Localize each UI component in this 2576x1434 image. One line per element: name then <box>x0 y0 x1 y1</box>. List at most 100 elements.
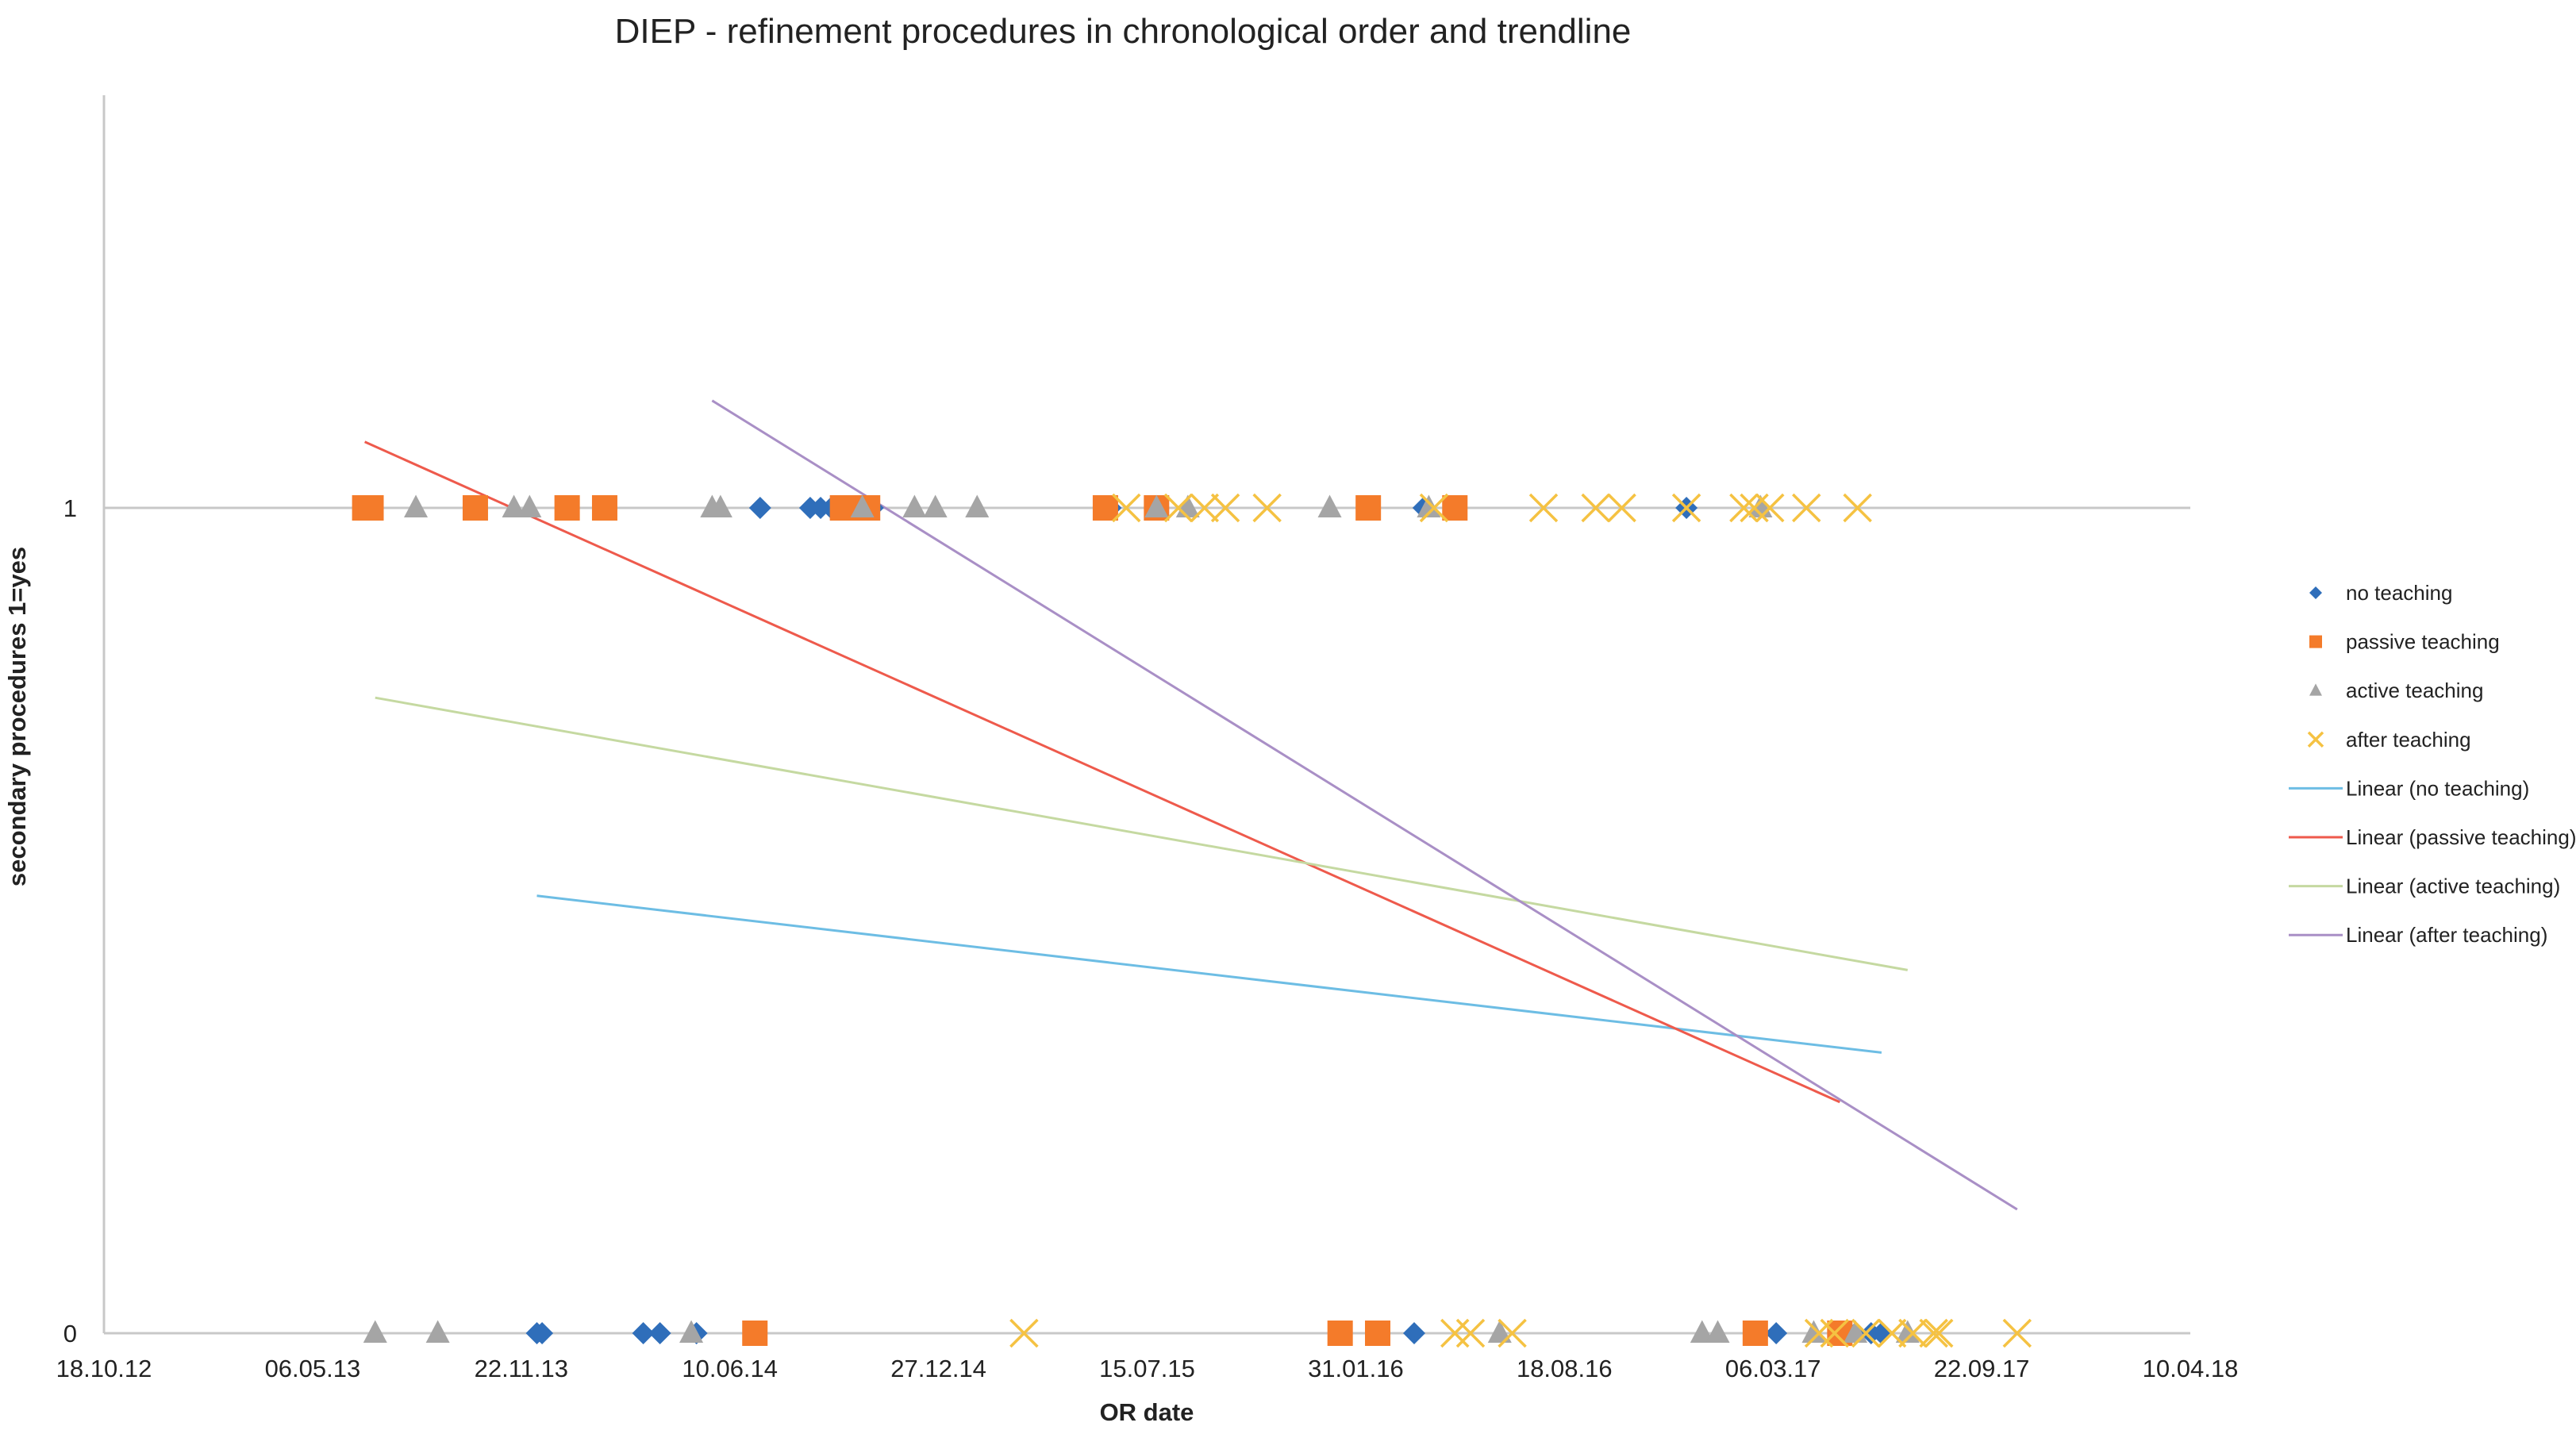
marker-after-teaching <box>1455 1318 1486 1348</box>
y-axis-label: secondary procedures 1=yes <box>3 547 31 886</box>
marker-after-teaching <box>1419 493 1449 523</box>
marker-after-teaching <box>1820 1318 1849 1348</box>
marker-after-teaching <box>1729 493 1759 523</box>
legend-trendline-label: Linear (active teaching) <box>2346 875 2560 898</box>
y-tick-labels: 01 <box>63 494 77 1347</box>
legend-label-after-teaching: after teaching <box>2346 728 2471 752</box>
marker-after-teaching <box>1792 493 1821 523</box>
x-tick-label: 06.05.13 <box>265 1355 361 1382</box>
marker-after-teaching <box>1755 493 1785 523</box>
x-axis-label: OR date <box>1100 1398 1194 1426</box>
legend-trendline-label: Linear (passive teaching) <box>2346 825 2576 849</box>
marker-active-teaching <box>502 494 526 517</box>
marker-after-teaching <box>1804 1318 1834 1348</box>
marker-active-teaching <box>1487 1320 1512 1343</box>
marker-after-teaching <box>1851 1318 1881 1348</box>
marker-after-teaching <box>1607 493 1636 523</box>
x-tick-labels: 18.10.12 06.05.13 22.11.13 10.06.14 27.12.14… <box>56 1355 2239 1382</box>
marker-no-teaching <box>632 1322 655 1344</box>
marker-passive-teaching <box>829 495 855 521</box>
marker-after-teaching <box>1877 1318 1907 1348</box>
x-tick-label: 10.06.14 <box>682 1355 778 1382</box>
x-tick-label: 15.07.15 <box>1099 1355 1195 1382</box>
marker-after-teaching <box>1210 493 1240 523</box>
marker-active-teaching <box>517 494 542 517</box>
marker-after-teaching <box>1581 493 1610 523</box>
marker-no-teaching <box>748 497 771 519</box>
marker-active-teaching <box>363 1320 387 1343</box>
marker-after-teaching <box>1252 493 1282 523</box>
trendlines <box>364 399 2018 1211</box>
marker-active-teaching <box>425 1320 450 1343</box>
marker-passive-teaching <box>591 495 617 521</box>
marker-active-teaching <box>965 494 990 517</box>
marker-after-teaching <box>1498 1318 1527 1348</box>
x-tick-label: 27.12.14 <box>890 1355 986 1382</box>
marker-passive-teaching <box>1442 495 1468 521</box>
marker-active-teaching <box>1417 494 1441 517</box>
marker-after-teaching <box>1740 493 1769 523</box>
marker-after-teaching <box>1111 493 1141 523</box>
marker-passive-teaching <box>1365 1321 1391 1346</box>
marker-active-teaching <box>708 494 732 517</box>
marker-active-teaching <box>404 494 429 517</box>
marker-active-teaching <box>923 494 948 517</box>
marker-after-teaching <box>1671 493 1701 523</box>
marker-passive-teaching <box>742 1321 768 1346</box>
marker-passive-teaching <box>554 495 580 521</box>
marker-after-teaching <box>1898 1318 1928 1348</box>
marker-active-teaching <box>850 494 875 517</box>
y-tick-label: 1 <box>63 494 77 522</box>
marker-active-teaching <box>1317 494 1342 517</box>
marker-active-teaching <box>1801 1320 1826 1343</box>
marker-active-teaching <box>1690 1320 1714 1343</box>
marker-after-teaching <box>1919 1318 1948 1348</box>
legend-marker-no-teaching <box>2309 586 2322 599</box>
legend-label-active-teaching: active teaching <box>2346 679 2483 702</box>
x-tick-label: 10.04.18 <box>2143 1355 2239 1382</box>
y-tick-label: 0 <box>63 1320 77 1347</box>
marker-active-teaching <box>902 494 927 517</box>
legend-marker-after-teaching <box>2307 731 2324 748</box>
marker-no-teaching <box>648 1322 671 1344</box>
marker-no-teaching <box>1403 1322 1426 1344</box>
marker-after-teaching <box>1528 493 1559 523</box>
marker-after-teaching <box>1190 493 1220 523</box>
marker-active-teaching <box>679 1320 704 1343</box>
trendline <box>536 894 1882 1054</box>
marker-passive-teaching <box>462 495 488 521</box>
marker-passive-teaching <box>1092 495 1118 521</box>
legend-trendline-label: Linear (after teaching) <box>2346 923 2547 947</box>
x-tick-label: 18.08.16 <box>1517 1355 1613 1382</box>
marker-no-teaching <box>1765 1322 1788 1344</box>
legend-marker-passive-teaching <box>2309 635 2322 648</box>
marker-passive-teaching <box>1355 495 1382 521</box>
marker-after-teaching <box>2002 1318 2032 1348</box>
marker-after-teaching <box>1163 493 1194 523</box>
marker-active-teaching <box>1705 1320 1730 1343</box>
marker-passive-teaching <box>1742 1321 1768 1346</box>
legend: no teaching passive teaching active teachi… <box>2289 581 2576 947</box>
data-markers <box>352 493 2032 1348</box>
x-tick-label: 31.01.16 <box>1308 1355 1404 1382</box>
x-tick-label: 22.11.13 <box>475 1355 568 1382</box>
legend-trendline-label: Linear (no teaching) <box>2346 776 2529 800</box>
x-tick-label: 06.03.17 <box>1725 1355 1821 1382</box>
marker-passive-teaching <box>1327 1321 1353 1346</box>
legend-label-no-teaching: no teaching <box>2346 581 2452 605</box>
x-tick-label: 18.10.12 <box>56 1355 152 1382</box>
marker-active-teaching <box>1144 494 1169 517</box>
x-tick-label: 22.09.17 <box>1934 1355 2030 1382</box>
chart-title: DIEP - refinement procedures in chronolo… <box>615 12 1632 51</box>
marker-passive-teaching <box>358 495 384 521</box>
trendline <box>364 440 1840 1104</box>
trendline <box>375 696 1909 971</box>
marker-after-teaching <box>1924 1318 1954 1348</box>
marker-after-teaching <box>1843 493 1872 523</box>
trendline <box>711 399 2018 1211</box>
legend-marker-active-teaching <box>2309 683 2322 696</box>
marker-after-teaching <box>1009 1318 1039 1348</box>
marker-after-teaching <box>1440 1318 1470 1348</box>
marker-no-teaching <box>531 1322 554 1344</box>
